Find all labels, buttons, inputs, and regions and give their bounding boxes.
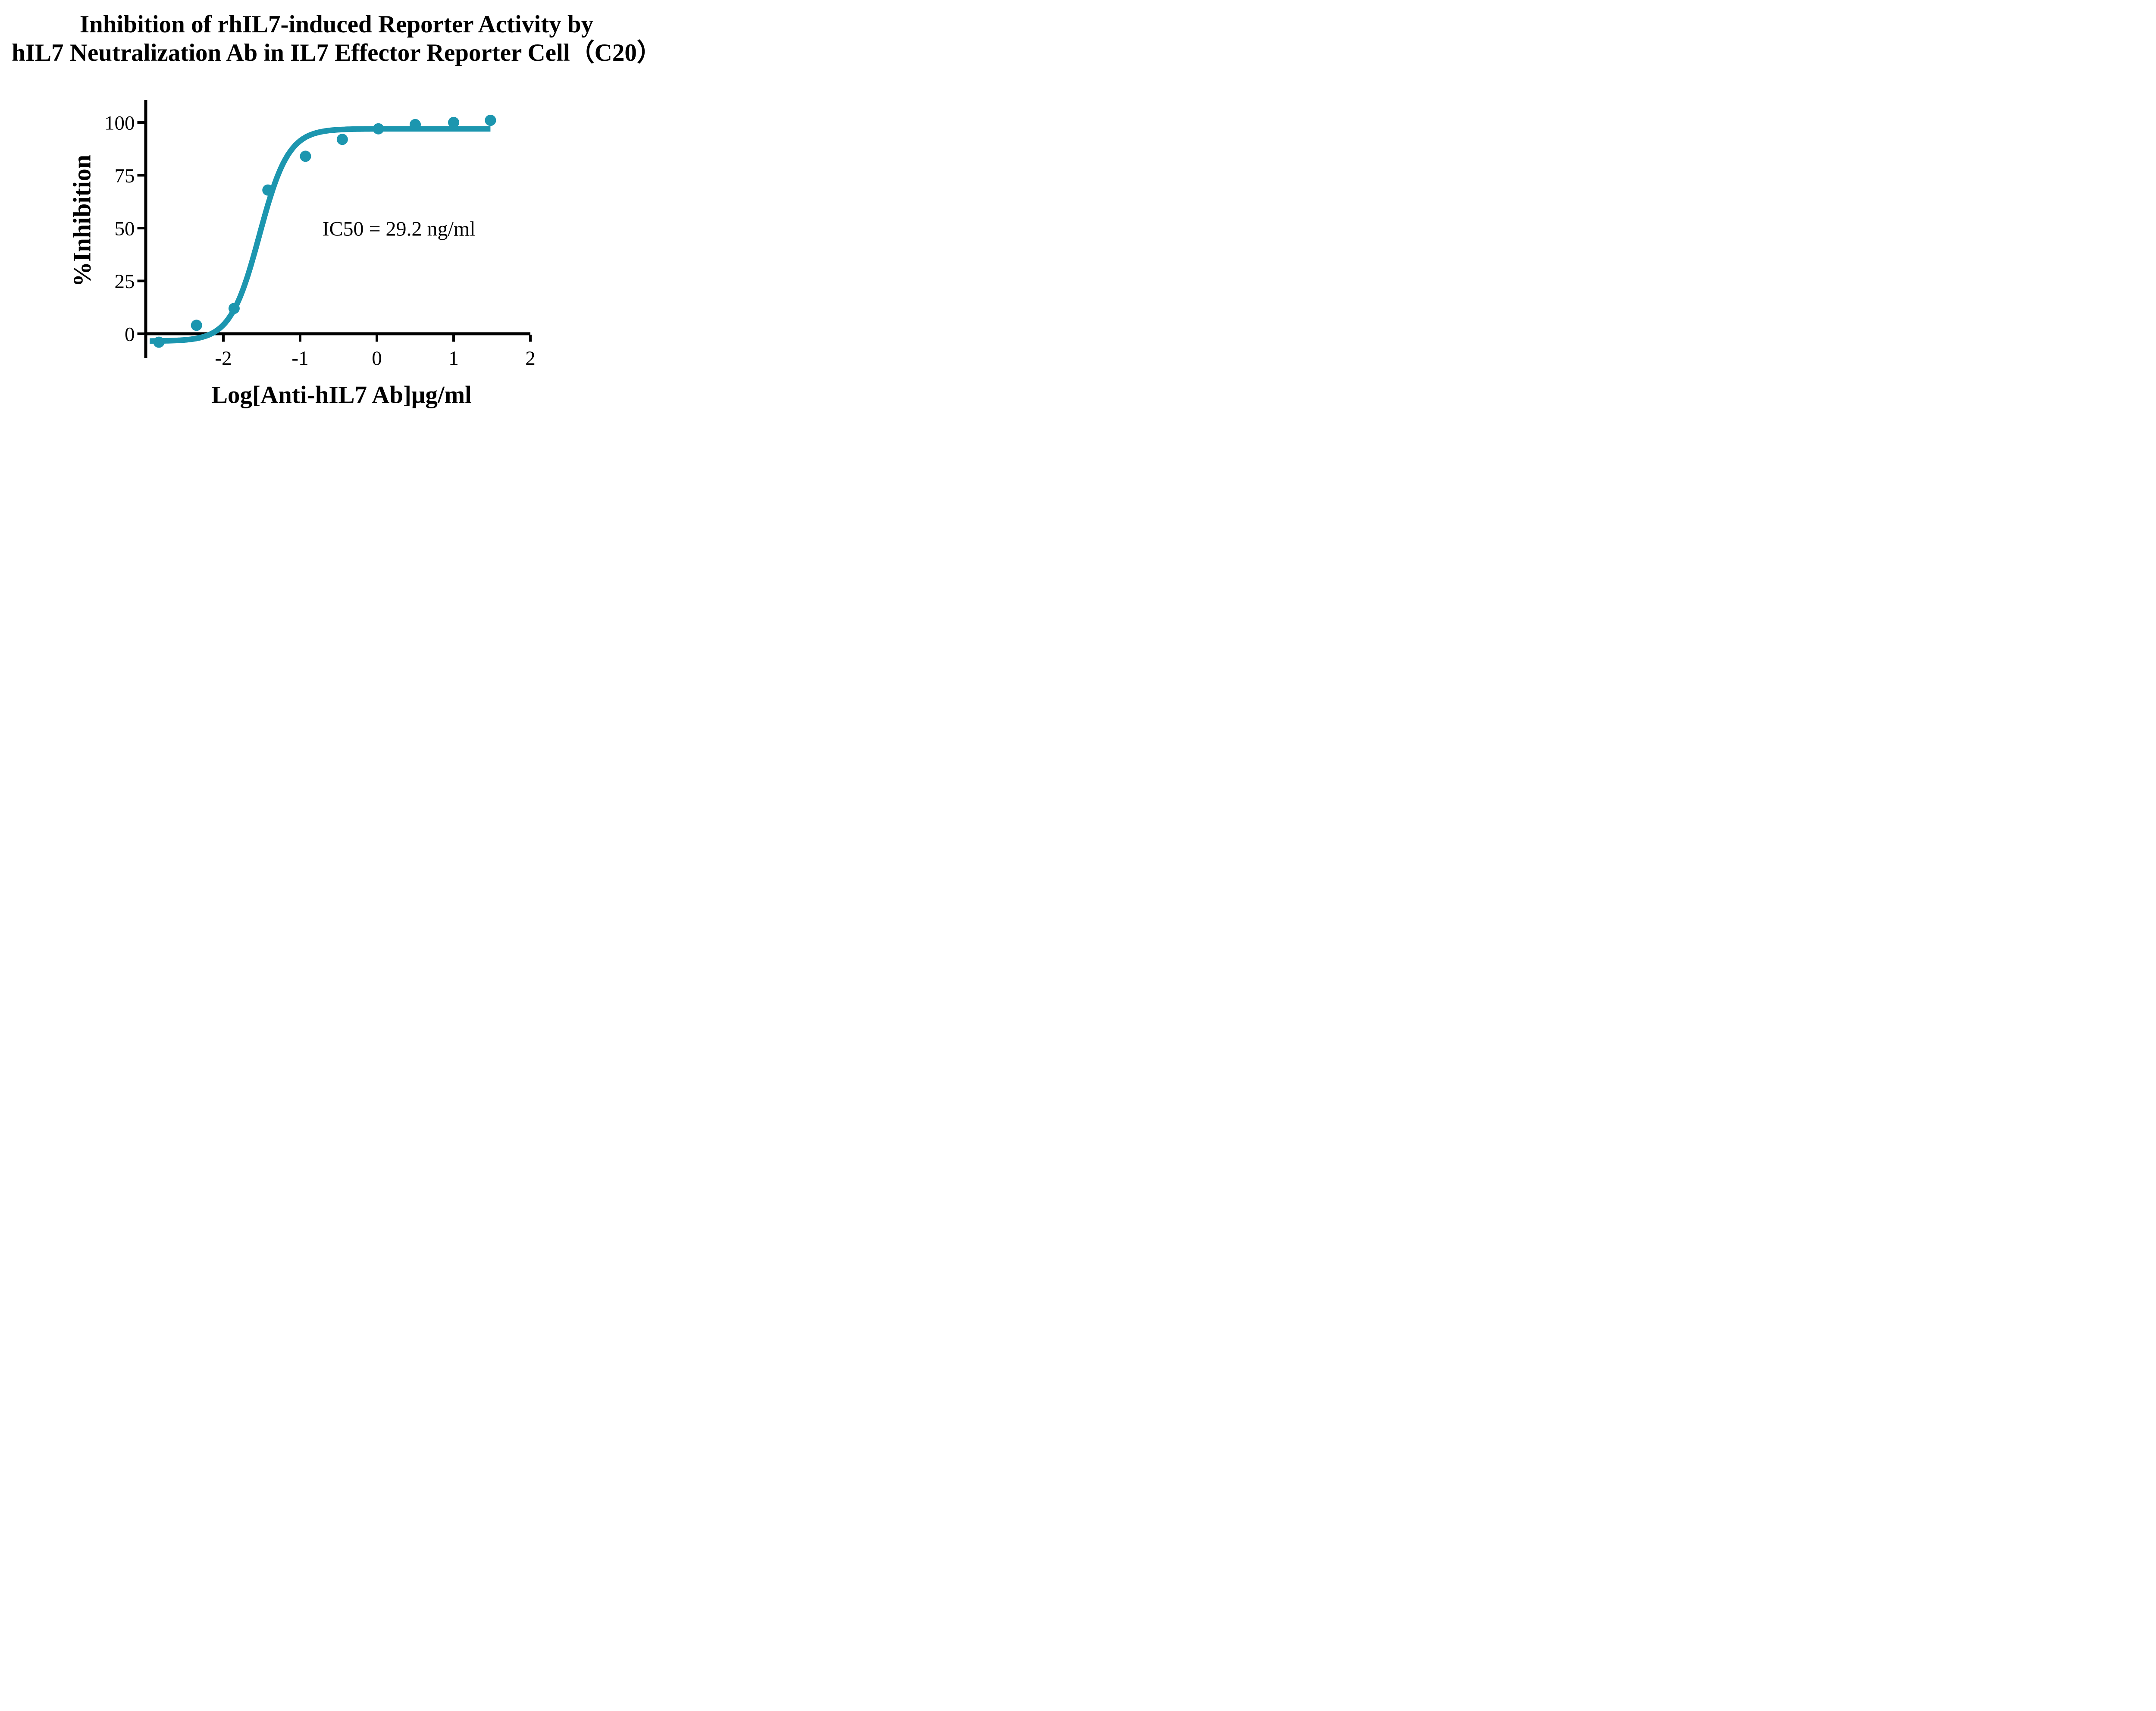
y-axis-tick-label: 25	[115, 270, 135, 293]
data-point	[448, 117, 459, 128]
x-axis-tick-label: 0	[372, 347, 382, 370]
data-point	[262, 184, 274, 196]
x-axis-tick-label: -1	[291, 347, 308, 370]
ic50-annotation: IC50 = 29.2 ng/ml	[322, 217, 476, 241]
chart-page: Inhibition of rhIL7-induced Reporter Act…	[0, 0, 673, 428]
x-axis-tick-label: 2	[525, 347, 536, 370]
data-point	[485, 115, 496, 126]
plot-area: 0 25 50 75 100 -2 -1 0 1 2	[104, 100, 536, 370]
data-point	[336, 134, 348, 145]
data-point	[153, 336, 165, 348]
y-axis-tick-label: 100	[104, 112, 135, 134]
x-axis-tick-label: -2	[215, 347, 232, 370]
chart-title-line1: Inhibition of rhIL7-induced Reporter Act…	[79, 11, 594, 38]
y-axis-tick-label: 50	[115, 217, 135, 240]
data-point	[191, 320, 202, 331]
data-point	[410, 119, 421, 130]
x-axis-title: Log[Anti-hIL7 Ab]μg/ml	[211, 381, 472, 409]
data-point	[228, 303, 240, 314]
y-axis-tick-label: 75	[115, 165, 135, 187]
x-axis-tick-label: 1	[448, 347, 459, 370]
chart-title-line2: hIL7 Neutralization Ab in IL7 Effector R…	[12, 39, 661, 67]
data-point	[300, 150, 311, 162]
chart-title: Inhibition of rhIL7-induced Reporter Act…	[0, 10, 673, 67]
fit-curve	[148, 126, 492, 344]
data-point	[373, 123, 384, 135]
y-axis-tick-label: 0	[125, 323, 135, 345]
